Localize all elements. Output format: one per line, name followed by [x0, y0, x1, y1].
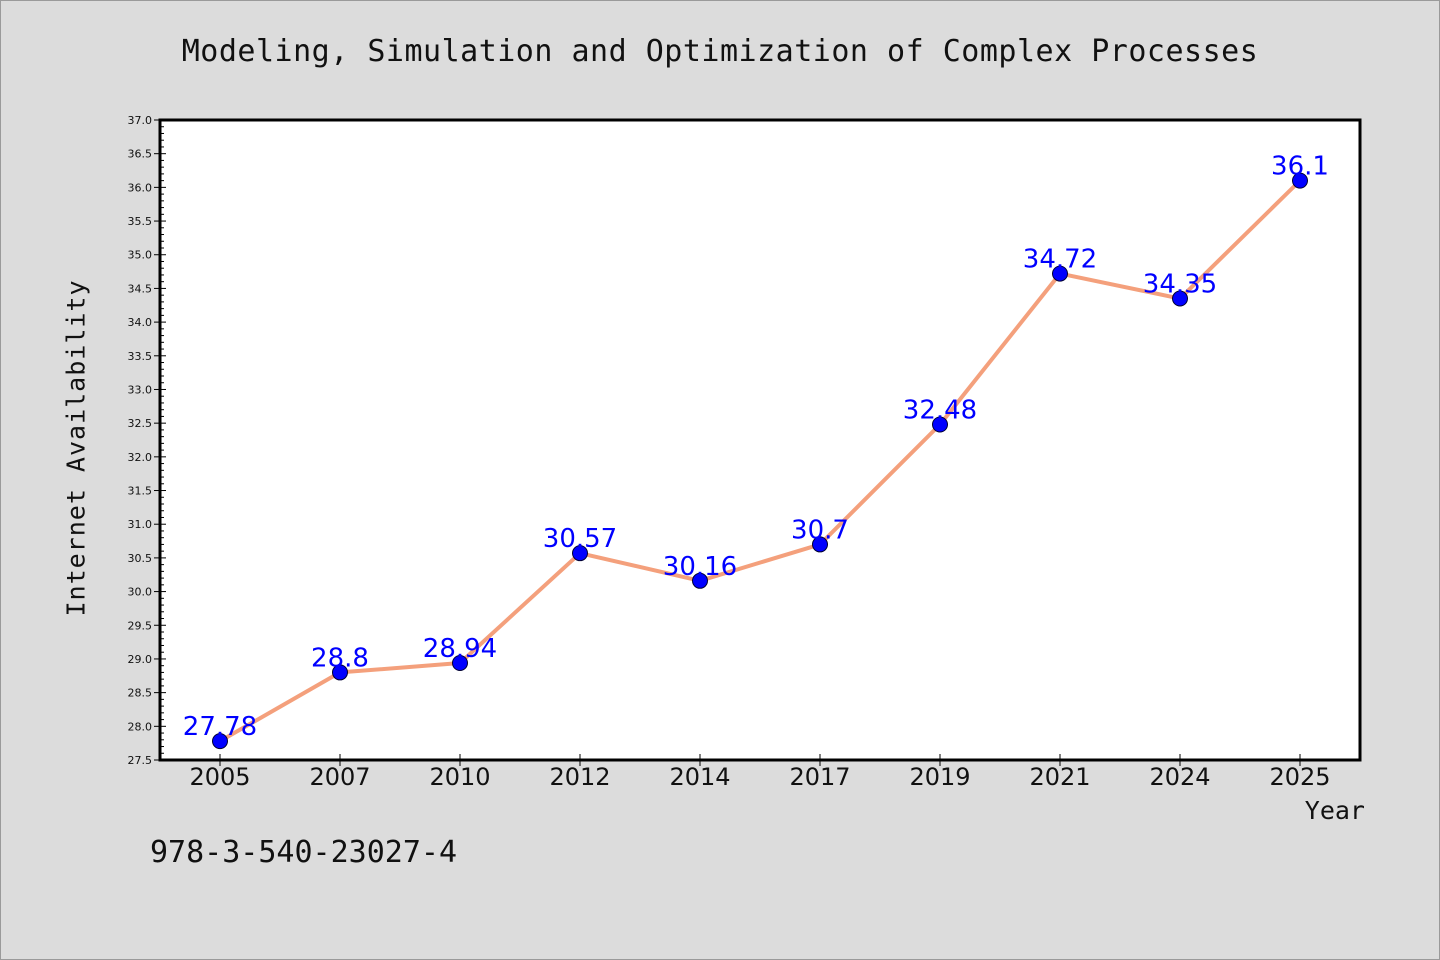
x-tick-label: 2005 [189, 763, 250, 791]
x-tick-label: 2007 [309, 763, 370, 791]
y-tick-label: 33.5 [128, 350, 153, 363]
y-axis-ticks: 27.5 28.0 28.5 29.0 29.5 30.0 30.5 31.0 31.5 32.0… [128, 114, 166, 767]
y-tick-label: 35.5 [128, 215, 153, 228]
plot-area [158, 118, 1362, 762]
data-label: 34.35 [1143, 270, 1217, 300]
y-tick-label: 30.0 [128, 586, 153, 599]
data-label: 34.72 [1023, 245, 1097, 275]
data-label: 30.7 [791, 515, 849, 545]
data-label: 36.1 [1271, 152, 1329, 182]
data-labels: 27.78 28.8 28.94 30.57 30.16 30.7 32.48 34.72 34… [183, 152, 1329, 743]
y-tick-label: 35.0 [128, 249, 153, 262]
y-tick-label: 31.0 [128, 518, 153, 531]
y-tick-label: 29.5 [128, 619, 153, 632]
y-tick-label: 29.0 [128, 653, 153, 666]
data-point [692, 572, 708, 589]
x-tick-label: 2012 [549, 763, 610, 791]
x-tick-label: 2010 [429, 763, 490, 791]
y-tick-label: 37.0 [128, 114, 153, 127]
data-label: 30.16 [663, 552, 737, 582]
y-tick-label: 31.5 [128, 485, 153, 498]
x-tick-label: 2021 [1029, 763, 1090, 791]
y-tick-label: 33.0 [128, 383, 153, 396]
y-tick-label: 27.5 [128, 754, 153, 767]
series-line [219, 179, 1302, 743]
y-tick-label: 34.0 [128, 316, 153, 329]
y-tick-label: 30.5 [128, 552, 153, 565]
data-label: 28.8 [311, 643, 369, 673]
data-label: 30.57 [543, 524, 617, 554]
data-label: 32.48 [903, 396, 977, 426]
y-tick-label: 28.5 [128, 687, 153, 700]
data-label: 28.94 [423, 634, 497, 664]
x-tick-label: 2017 [789, 763, 850, 791]
data-point [332, 664, 348, 681]
data-point [812, 536, 828, 553]
data-label: 27.78 [183, 712, 257, 742]
data-point [212, 733, 228, 750]
y-tick-label: 34.5 [128, 282, 153, 295]
data-point [1172, 290, 1188, 307]
data-point [452, 654, 468, 671]
data-point [1052, 265, 1068, 282]
x-tick-label: 2019 [909, 763, 970, 791]
y-tick-label: 36.0 [128, 181, 153, 194]
x-tick-label: 2024 [1149, 763, 1210, 791]
x-axis-label: Year [1304, 796, 1365, 825]
y-tick-label: 32.0 [128, 451, 153, 464]
series-markers [212, 172, 1308, 750]
footer-isbn: 978-3-540-23027-4 [150, 835, 458, 870]
chart-title: Modeling, Simulation and Optimization of… [181, 34, 1259, 69]
data-point [1292, 172, 1308, 189]
data-point [572, 545, 588, 562]
x-tick-label: 2025 [1269, 763, 1330, 791]
y-tick-label: 36.5 [128, 148, 153, 161]
data-point [932, 416, 948, 433]
y-tick-label: 32.5 [128, 417, 153, 430]
y-tick-label: 28.0 [128, 720, 153, 733]
x-axis-ticks: 2005 2007 2010 2012 2014 2017 2019 2021 2024 2025 [189, 754, 1331, 791]
x-tick-label: 2014 [669, 763, 730, 791]
